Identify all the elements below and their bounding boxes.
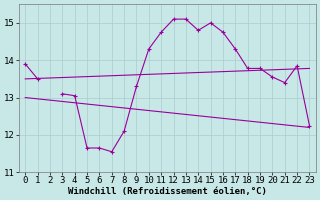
X-axis label: Windchill (Refroidissement éolien,°C): Windchill (Refroidissement éolien,°C) (68, 187, 267, 196)
